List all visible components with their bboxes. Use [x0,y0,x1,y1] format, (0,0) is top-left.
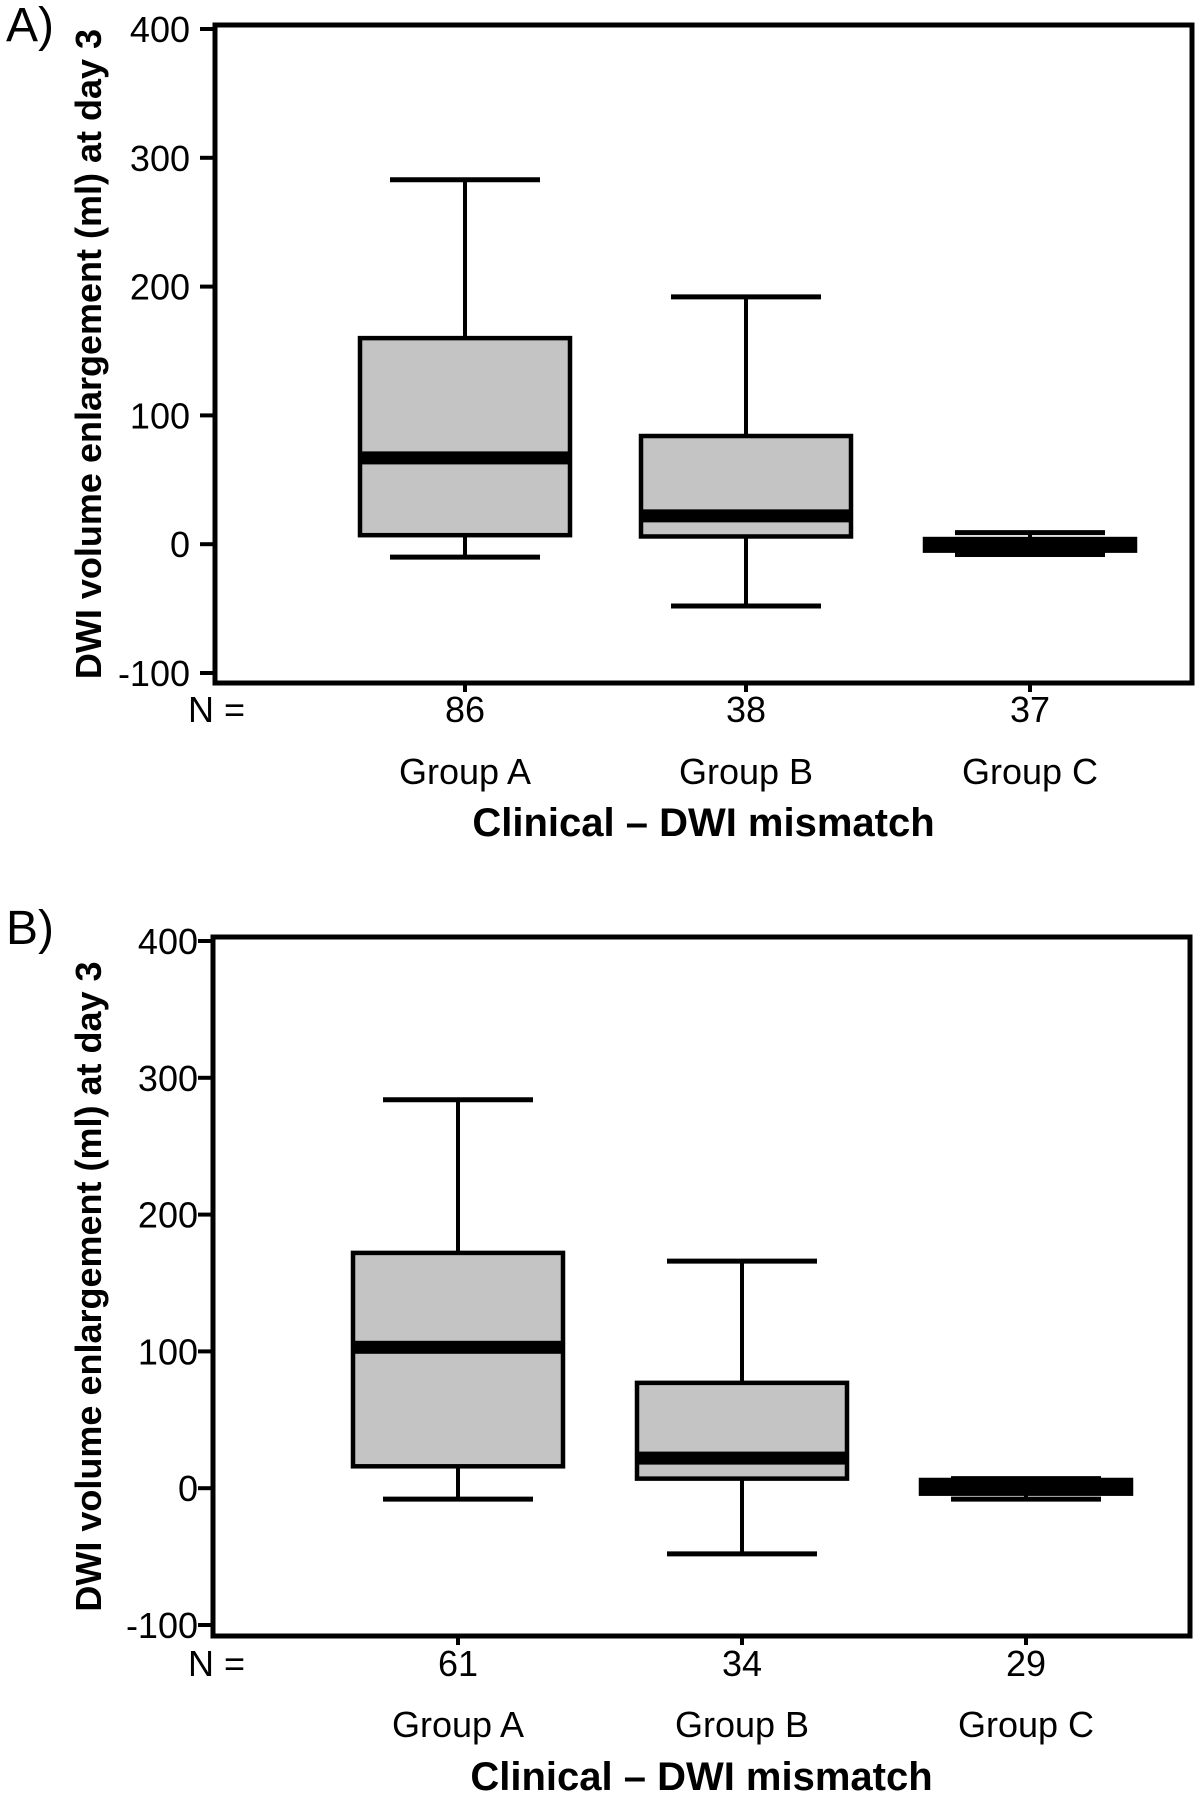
group-label: Group B [679,751,813,792]
median-line [637,1451,847,1465]
group-label: Group C [958,1704,1094,1745]
median-line [921,1481,1131,1495]
iqr-box [350,1250,566,1469]
y-tick-label: 200 [138,1195,198,1236]
group-label: Group B [675,1704,809,1745]
n-equals-label: N = [188,689,245,730]
n-value: 61 [438,1643,478,1684]
panel-b-box-group-c [918,1476,1134,1502]
median-line [641,509,851,523]
y-tick-label: 400 [138,921,198,962]
axis-frame [212,22,1195,686]
n-value: 34 [722,1643,762,1684]
panel-a-box-group-c [922,530,1138,558]
n-equals-label: N = [188,1643,245,1684]
median-line [360,451,570,465]
n-value: 38 [726,689,766,730]
n-value: 29 [1006,1643,1046,1684]
group-label: Group A [399,751,531,792]
panel-b-box-group-a [350,1097,566,1502]
y-tick-label: 100 [138,1331,198,1372]
panel-a-box-group-b [638,294,854,609]
group-label: Group A [392,1704,524,1745]
y-tick-label: 300 [138,1058,198,1099]
iqr-box [357,335,573,538]
panel-b-box-group-b [634,1258,850,1557]
y-tick-label: 0 [178,1468,198,1509]
panel-a-box-group-a [357,177,573,560]
y-tick-label: -100 [126,1605,198,1646]
panel-a-letter: A) [6,0,54,52]
y-tick-label: 300 [130,138,190,179]
n-value: 86 [445,689,485,730]
y-axis-title: DWI volume enlargement (ml) at day 3 [68,29,109,679]
y-tick-label: 400 [130,9,190,50]
axis-frame [210,934,1193,1639]
median-line [925,537,1135,551]
y-tick-label: 100 [130,395,190,436]
y-tick-label: -100 [118,653,190,694]
y-tick-label: 0 [170,524,190,565]
group-label: Group C [962,751,1098,792]
x-axis-title: Clinical – DWI mismatch [472,801,934,845]
panel-b-letter: B) [6,902,54,955]
panel-b-boxplot: 400 300 200 100 0 -100 DWI volume enlargement … [68,921,1193,1799]
median-line [353,1340,563,1354]
n-value: 37 [1010,689,1050,730]
y-axis-title: DWI volume enlargement (ml) at day 3 [68,961,109,1611]
y-tick-label: 200 [130,267,190,308]
x-axis-title: Clinical – DWI mismatch [470,1755,932,1799]
